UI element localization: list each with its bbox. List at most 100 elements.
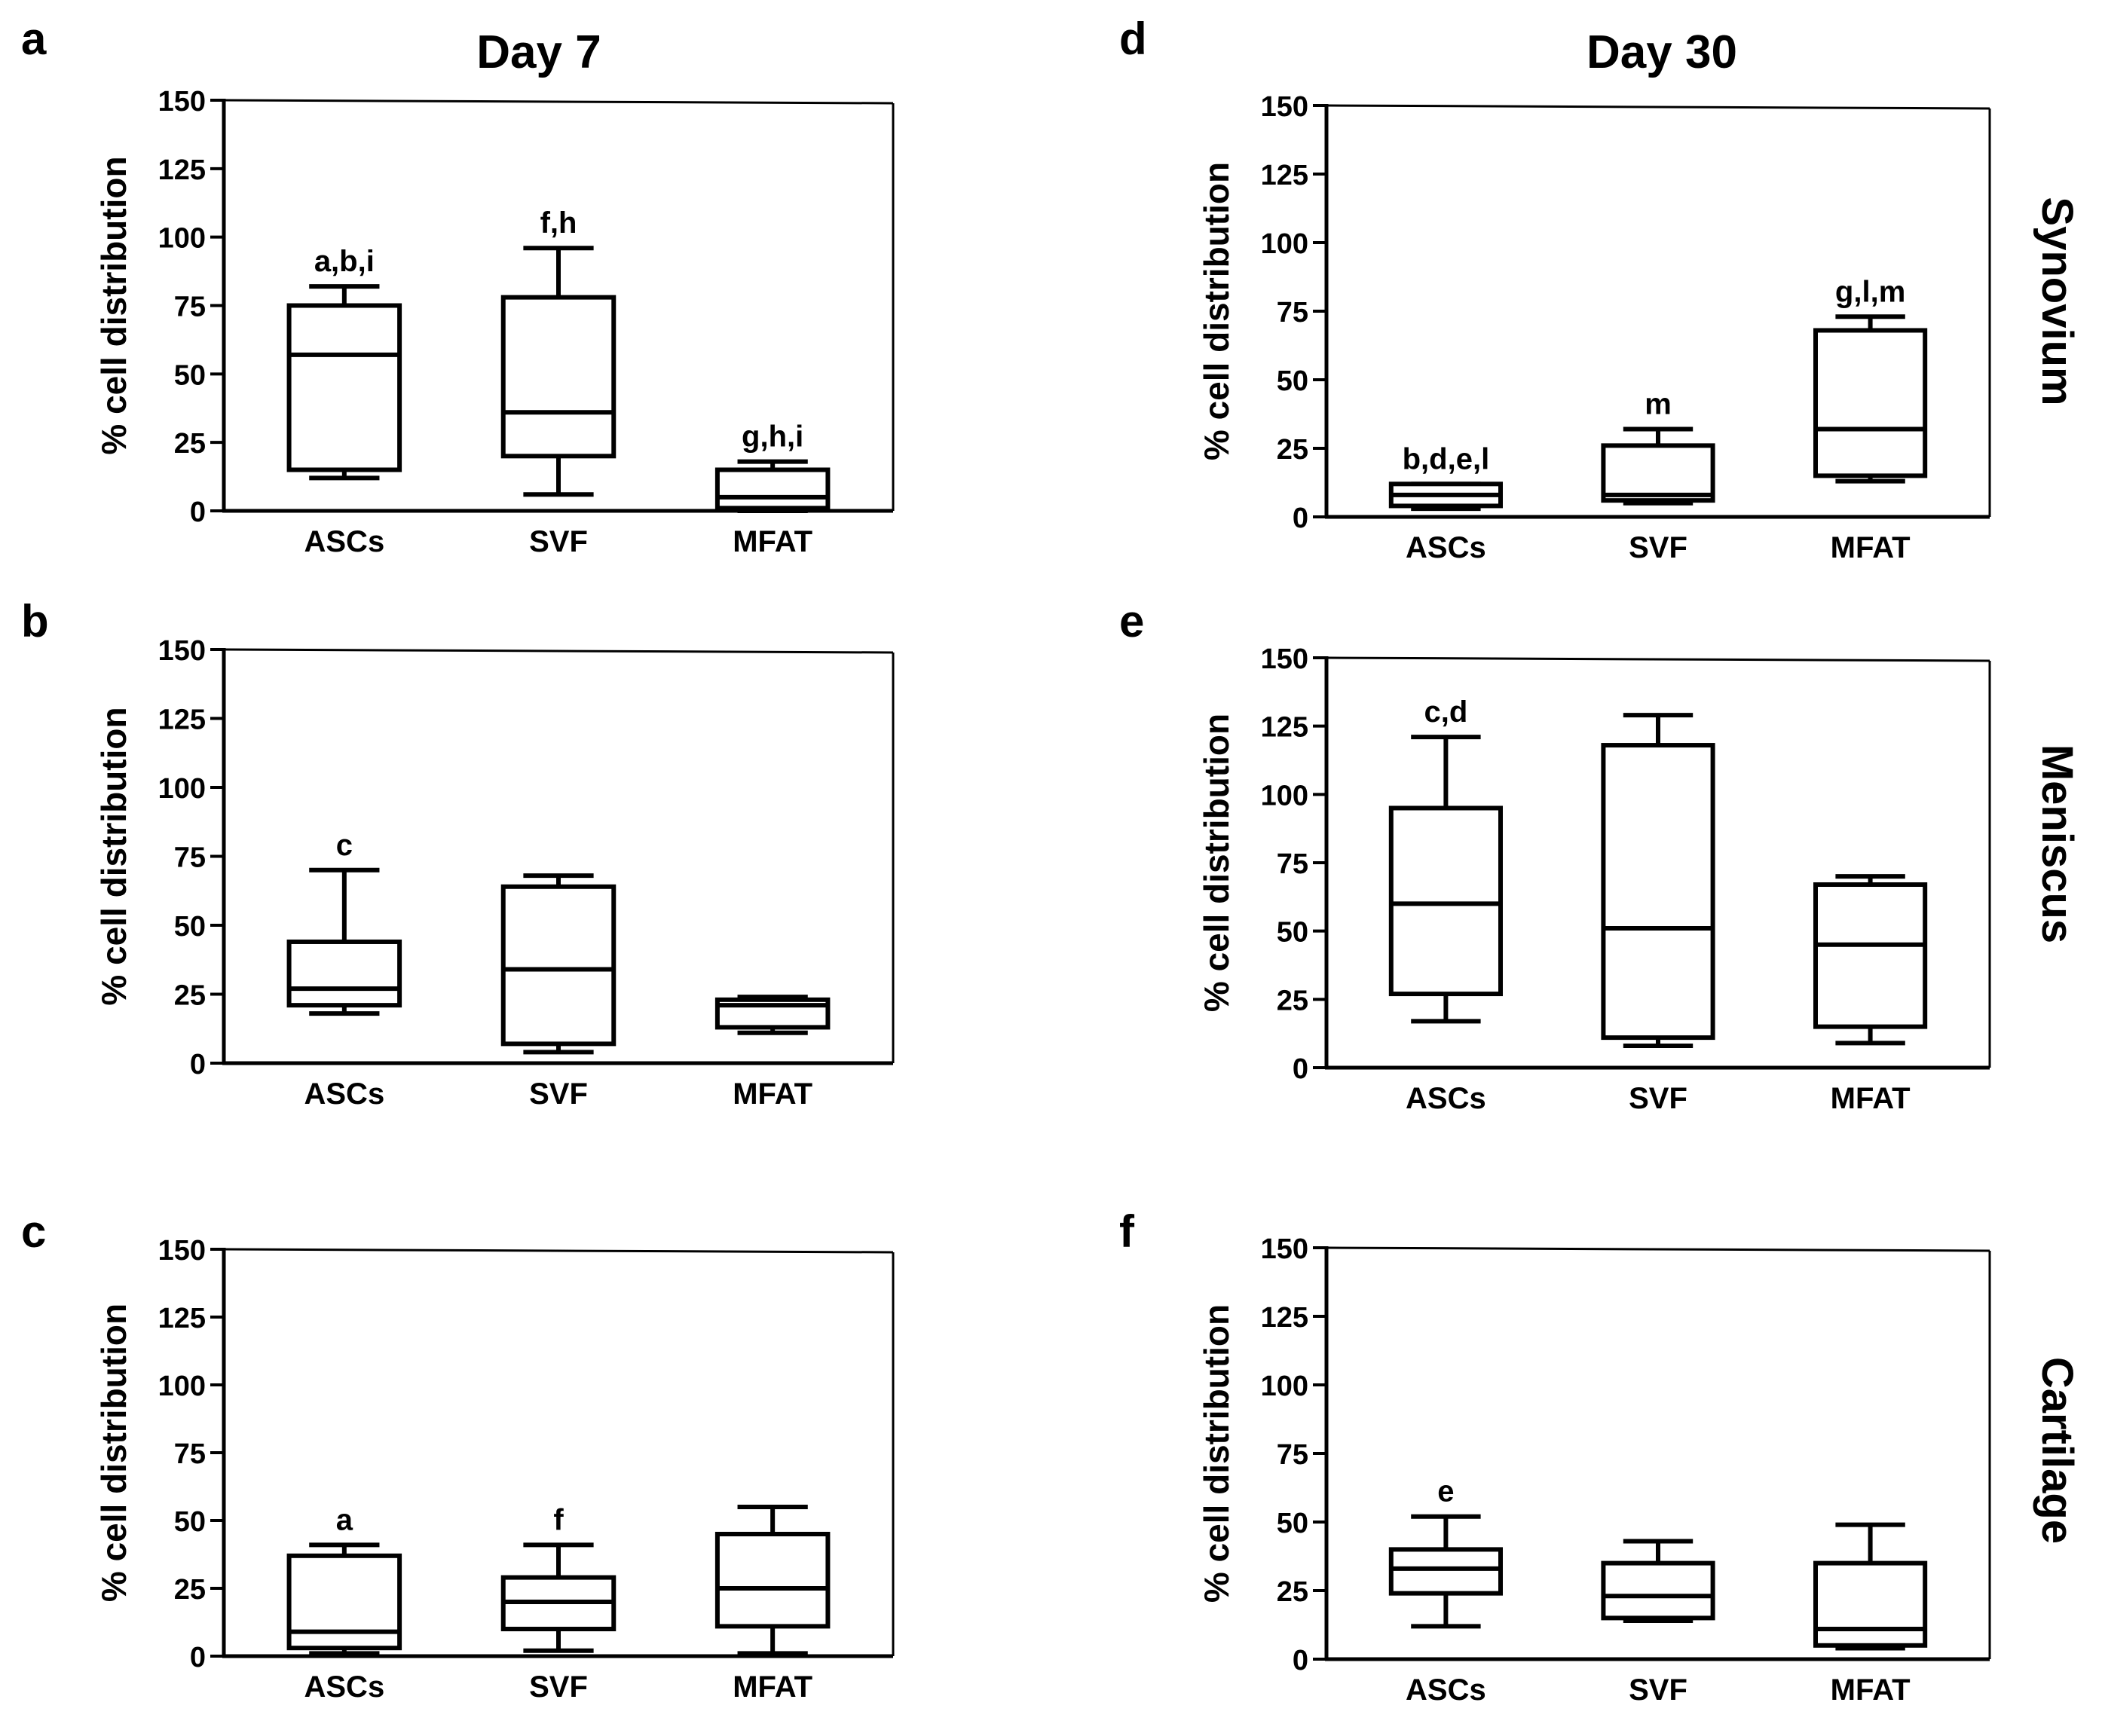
x-tick-label: MFAT bbox=[733, 1670, 812, 1704]
panel-letter-b: b bbox=[21, 596, 49, 646]
y-tick-label: 125 bbox=[158, 1303, 206, 1334]
frame-top bbox=[1326, 1246, 1990, 1252]
y-tick-label: 50 bbox=[174, 359, 206, 391]
y-tick-label: 0 bbox=[190, 1642, 206, 1673]
y-tick-label: 50 bbox=[174, 1506, 206, 1538]
panel-f: f 0 25 50 75 100 125 150 % cell distribution e ASC… bbox=[1119, 1206, 1991, 1707]
y-tick-label: 0 bbox=[190, 1049, 206, 1080]
y-tick-label: 150 bbox=[1261, 1233, 1308, 1265]
y-tick-label: 50 bbox=[1277, 365, 1308, 397]
significance-annotation: g,h,i bbox=[742, 420, 803, 454]
y-tick-label: 150 bbox=[1261, 91, 1308, 123]
frame-top bbox=[223, 648, 894, 654]
y-tick-label: 125 bbox=[1261, 1302, 1308, 1334]
iqr-box bbox=[1813, 1560, 1928, 1648]
row-label-meniscus: Meniscus bbox=[2033, 744, 2082, 943]
box-ascs: b,d,e,l bbox=[1388, 442, 1504, 512]
significance-annotation: a bbox=[336, 1503, 353, 1536]
significance-annotation: m bbox=[1645, 388, 1672, 421]
y-axis-label: % cell distribution bbox=[94, 156, 133, 454]
y-axis-label: % cell distribution bbox=[1197, 714, 1236, 1012]
box-ascs: c bbox=[286, 829, 402, 1016]
iqr-box bbox=[1601, 1560, 1715, 1621]
x-tick-label: MFAT bbox=[1831, 1673, 1911, 1707]
x-tick-label: SVF bbox=[529, 525, 588, 558]
x-tick-label: ASCs bbox=[1406, 531, 1486, 564]
y-tick-label: 125 bbox=[158, 154, 206, 186]
y-tick-label: 50 bbox=[174, 911, 206, 943]
frame-top bbox=[223, 99, 894, 105]
box-svf: f,h bbox=[500, 206, 617, 497]
iqr-box bbox=[1813, 328, 1928, 478]
box-mfat bbox=[1813, 1522, 1928, 1651]
y-tick-label: 125 bbox=[1261, 712, 1308, 744]
row-label-synovium: Synovium bbox=[2033, 197, 2082, 405]
y-tick-label: 100 bbox=[158, 223, 206, 255]
box-mfat bbox=[714, 1505, 831, 1656]
box-mfat: g,h,i bbox=[714, 420, 831, 513]
iqr-box bbox=[1388, 1547, 1504, 1596]
significance-annotation: f,h bbox=[540, 206, 577, 240]
iqr-box bbox=[286, 939, 402, 1008]
y-tick-label: 150 bbox=[1261, 643, 1308, 675]
box-ascs: a,b,i bbox=[286, 245, 402, 481]
x-tick-label: SVF bbox=[529, 1670, 588, 1704]
frame-top bbox=[1326, 104, 1990, 110]
x-tick-label: SVF bbox=[1629, 531, 1687, 564]
y-tick-label: 25 bbox=[1277, 434, 1308, 466]
panel-letter-a: a bbox=[21, 14, 47, 64]
significance-annotation: e bbox=[1437, 1475, 1454, 1508]
significance-annotation: c,d bbox=[1424, 695, 1468, 729]
significance-annotation: g,l,m bbox=[1835, 275, 1905, 308]
panel-d: d 0 25 50 75 100 125 150 % cell distribution b,d,… bbox=[1119, 14, 1991, 564]
significance-annotation: f bbox=[553, 1503, 564, 1536]
iqr-box bbox=[714, 1532, 831, 1629]
y-axis-label: % cell distribution bbox=[1197, 162, 1236, 460]
box-svf: m bbox=[1601, 388, 1715, 506]
y-tick-label: 0 bbox=[1293, 1645, 1308, 1676]
y-axis-label: % cell distribution bbox=[1197, 1304, 1236, 1603]
column-title-day7: Day 7 bbox=[476, 26, 601, 78]
panel-letter-c: c bbox=[21, 1206, 46, 1257]
box-mfat bbox=[1813, 874, 1928, 1046]
box-ascs: e bbox=[1388, 1475, 1504, 1629]
y-tick-label: 25 bbox=[174, 1574, 206, 1606]
box-ascs: a bbox=[286, 1503, 402, 1656]
iqr-box bbox=[286, 303, 402, 472]
panel-c: c 0 25 50 75 100 125 150 % cell distribution a ASC… bbox=[21, 1206, 895, 1704]
iqr-box bbox=[1813, 882, 1928, 1029]
y-tick-label: 50 bbox=[1277, 917, 1308, 949]
y-tick-label: 75 bbox=[1277, 297, 1308, 329]
panel-letter-d: d bbox=[1119, 14, 1147, 64]
box-svf: f bbox=[500, 1503, 617, 1653]
x-tick-label: ASCs bbox=[304, 1670, 384, 1704]
frame-top bbox=[1326, 656, 1990, 662]
y-tick-label: 75 bbox=[1277, 848, 1308, 880]
box-svf bbox=[1601, 1539, 1715, 1624]
iqr-box bbox=[1601, 743, 1715, 1041]
x-tick-label: ASCs bbox=[304, 525, 384, 558]
x-tick-label: SVF bbox=[529, 1077, 588, 1111]
frame-top bbox=[223, 1248, 894, 1254]
y-tick-label: 0 bbox=[1293, 1053, 1308, 1085]
box-mfat: g,l,m bbox=[1813, 275, 1928, 484]
x-tick-label: MFAT bbox=[733, 1077, 812, 1111]
y-tick-label: 150 bbox=[158, 1235, 206, 1267]
box-svf bbox=[500, 873, 617, 1055]
y-tick-label: 100 bbox=[158, 1371, 206, 1402]
y-tick-label: 25 bbox=[174, 980, 206, 1012]
panel-b: b 0 25 50 75 100 125 150 % cell distribution c ASC… bbox=[21, 596, 895, 1111]
box-ascs: c,d bbox=[1388, 695, 1504, 1024]
box-svf bbox=[1601, 713, 1715, 1048]
x-tick-label: ASCs bbox=[1406, 1673, 1486, 1707]
y-tick-label: 25 bbox=[174, 428, 206, 460]
y-tick-label: 0 bbox=[190, 497, 206, 528]
y-tick-label: 25 bbox=[1277, 985, 1308, 1016]
y-tick-label: 75 bbox=[1277, 1439, 1308, 1471]
panels-group: a 0 25 50 75 100 125 150 % cell distribution a,b,… bbox=[21, 14, 1991, 1707]
iqr-box bbox=[500, 295, 617, 459]
x-tick-label: SVF bbox=[1629, 1082, 1687, 1115]
column-title-day30: Day 30 bbox=[1586, 26, 1737, 78]
y-tick-label: 150 bbox=[158, 635, 206, 667]
x-tick-label: MFAT bbox=[1831, 531, 1911, 564]
